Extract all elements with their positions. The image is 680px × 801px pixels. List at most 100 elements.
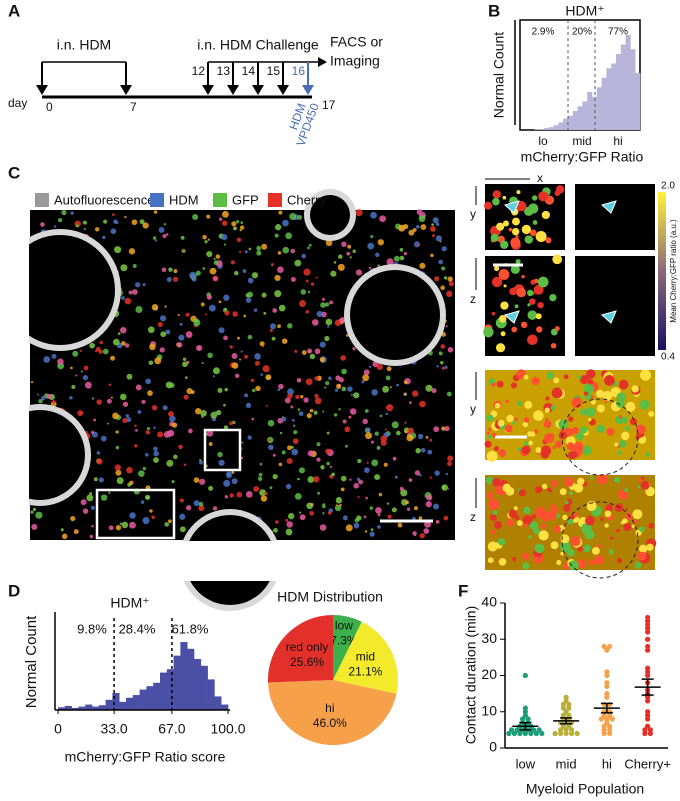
- cell: [290, 248, 296, 254]
- cell: [392, 456, 397, 461]
- cell: [115, 524, 122, 531]
- cell: [196, 344, 203, 352]
- cell: [120, 264, 128, 272]
- data-point: [645, 712, 651, 718]
- cell: [285, 518, 289, 522]
- data-point: [604, 669, 610, 675]
- cell: [486, 492, 494, 499]
- cell: [434, 276, 440, 282]
- cell: [53, 225, 57, 228]
- cell: [547, 487, 552, 493]
- cell: [403, 252, 408, 256]
- panel-label: D: [8, 581, 20, 600]
- cell: [40, 395, 46, 401]
- cell: [352, 249, 356, 253]
- panel-label: B: [488, 1, 500, 20]
- cell: [486, 476, 494, 485]
- cell: [236, 491, 243, 498]
- cell: [310, 282, 315, 286]
- cell: [124, 215, 127, 219]
- cell: [125, 414, 130, 418]
- cell: [171, 422, 178, 428]
- cell: [447, 487, 450, 490]
- cell: [638, 435, 647, 444]
- pointer: [600, 310, 617, 324]
- cell: [366, 461, 369, 464]
- cell: [274, 224, 282, 231]
- data-point: [601, 643, 607, 650]
- cell: [171, 480, 175, 484]
- cell: [116, 477, 124, 485]
- cell: [370, 440, 375, 444]
- cell: [563, 374, 569, 380]
- cell: [223, 403, 226, 407]
- histogram-bin: [173, 655, 181, 710]
- cell: [195, 408, 202, 415]
- cell: [550, 342, 557, 349]
- cell: [182, 361, 188, 368]
- cell: [438, 259, 444, 265]
- cell: [489, 514, 497, 522]
- cell: [173, 269, 178, 274]
- day-number: 7: [130, 100, 137, 114]
- data-point: [645, 723, 651, 729]
- data-point: [604, 691, 610, 697]
- cell: [440, 360, 444, 365]
- cell: [267, 436, 274, 444]
- cell: [577, 558, 587, 569]
- cell: [576, 432, 584, 441]
- cell: [330, 270, 337, 277]
- cell: [624, 488, 629, 493]
- cell: [346, 251, 351, 256]
- cell: [537, 276, 549, 288]
- histogram-bin: [635, 73, 641, 130]
- cell: [281, 450, 286, 455]
- cell: [569, 514, 575, 520]
- cell: [500, 240, 509, 250]
- cell: [259, 341, 265, 347]
- cell: [355, 269, 363, 276]
- cell: [483, 326, 494, 338]
- cell: [541, 523, 547, 529]
- cell: [115, 469, 122, 476]
- cell: [246, 291, 254, 298]
- cell: [553, 377, 560, 384]
- histogram-bin: [625, 35, 631, 130]
- cell: [200, 409, 207, 417]
- cell: [545, 237, 552, 244]
- cell: [135, 305, 143, 314]
- cell: [69, 396, 73, 400]
- cell: [298, 467, 305, 474]
- cell: [294, 349, 298, 353]
- cell: [552, 445, 557, 450]
- cell: [522, 421, 529, 428]
- histogram-bin: [214, 696, 222, 710]
- cell: [147, 427, 150, 431]
- cell: [285, 232, 292, 240]
- cell: [516, 201, 527, 212]
- histogram-bin: [568, 115, 574, 130]
- cell: [124, 297, 132, 305]
- cell: [416, 209, 423, 215]
- slice-label: low: [335, 618, 353, 632]
- cell: [492, 190, 501, 199]
- cell: [266, 438, 270, 442]
- cell: [185, 505, 192, 511]
- data-point: [563, 694, 569, 700]
- cell: [585, 515, 595, 526]
- legend-label: Autofluorescence: [54, 192, 154, 207]
- cell: [135, 428, 138, 432]
- cell: [46, 393, 52, 400]
- cell: [108, 491, 111, 494]
- cell: [229, 493, 234, 498]
- cell: [121, 296, 125, 300]
- histogram-bin: [572, 111, 578, 130]
- cell: [322, 504, 326, 509]
- cell: [253, 486, 260, 492]
- data-point: [566, 723, 572, 729]
- cell: [412, 531, 417, 536]
- histogram-bin: [146, 686, 154, 710]
- cell: [535, 231, 547, 243]
- cell: [120, 393, 127, 401]
- cell: [212, 375, 216, 378]
